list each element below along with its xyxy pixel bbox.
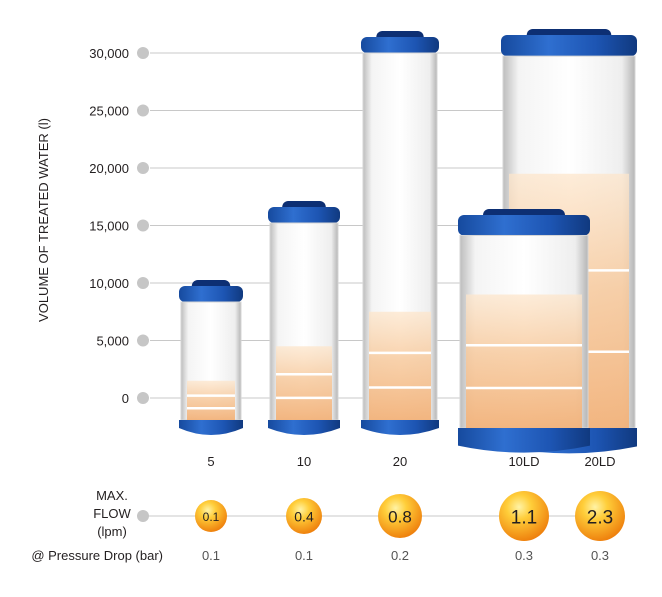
- cartridge-20: [361, 31, 439, 435]
- cartridge-bottom-cap: [458, 428, 590, 453]
- y-tick-label: 5,000: [96, 334, 129, 349]
- cartridge-5: [179, 280, 243, 435]
- max-flow-bubble: [499, 491, 549, 541]
- max-flow-bubble: [195, 500, 227, 532]
- max-flow-value: 0.8: [388, 508, 412, 527]
- category-label: 20: [393, 454, 407, 469]
- pressure-drop-value: 0.1: [202, 548, 220, 563]
- max-flow-value: 1.1: [511, 508, 537, 529]
- y-tick-dot: [137, 47, 149, 59]
- y-tick-label: 0: [122, 391, 129, 406]
- pressure-drop-values: 0.1 0.1 0.2 0.3 0.3: [202, 548, 609, 563]
- max-flow-bubble: [575, 491, 625, 541]
- max-flow-dot: [137, 510, 149, 522]
- cartridge-bottom-cap: [361, 420, 439, 435]
- y-tick-label: 25,000: [89, 104, 129, 119]
- max-flow-label-line1: MAX.: [96, 488, 128, 503]
- bar-fill-20: [369, 311, 431, 420]
- max-flow-value: 0.1: [203, 510, 220, 524]
- y-tick-label: 30,000: [89, 46, 129, 61]
- cartridge-bottom-cap: [179, 420, 243, 435]
- cartridge-top-cap: [501, 35, 637, 57]
- x-axis-categories: 5 10 20 10LD 20LD: [207, 454, 615, 469]
- cartridge-bottom-cap: [268, 420, 340, 435]
- y-tick-dot: [137, 277, 149, 289]
- max-flow-value: 0.4: [294, 508, 314, 524]
- cartridge-top-cap: [179, 286, 243, 302]
- pressure-drop-value: 0.3: [515, 548, 533, 563]
- category-label: 20LD: [584, 454, 615, 469]
- y-axis-title: VOLUME OF TREATED WATER (l): [36, 118, 51, 322]
- pressure-drop-label: @ Pressure Drop (bar): [31, 548, 163, 563]
- max-flow-value: 2.3: [587, 508, 613, 529]
- max-flow-label-line3: (lpm): [97, 524, 127, 539]
- cartridges: [179, 29, 637, 454]
- pressure-drop-value: 0.2: [391, 548, 409, 563]
- y-tick-dot: [137, 392, 149, 404]
- category-label: 10: [297, 454, 311, 469]
- cartridge-top-cap: [268, 207, 340, 223]
- cartridge-top-cap: [458, 215, 590, 236]
- max-flow-bubbles: 0.1 0.4 0.8 1.1 2.3: [195, 491, 625, 541]
- bar-fill-10LD: [466, 294, 582, 428]
- y-tick-dot: [137, 104, 149, 117]
- category-label: 5: [207, 454, 214, 469]
- y-tick-label: 20,000: [89, 161, 129, 176]
- y-axis-ticks: 0 5,000 10,000 15,000 20,000 25,000 30,000: [89, 46, 149, 406]
- max-flow-bubble: [286, 498, 322, 534]
- y-tick-dot: [137, 334, 149, 347]
- category-label: 10LD: [508, 454, 539, 469]
- max-flow-label: MAX. FLOW (lpm): [93, 488, 131, 539]
- pressure-drop-value: 0.3: [591, 548, 609, 563]
- pressure-drop-value: 0.1: [295, 548, 313, 563]
- bar-fill-5: [187, 380, 235, 420]
- y-tick-label: 15,000: [89, 219, 129, 234]
- cartridge-10LD: [458, 209, 590, 453]
- cartridge-top-cap: [361, 37, 439, 53]
- y-tick-dot: [137, 219, 149, 232]
- max-flow-bubble: [378, 494, 422, 538]
- bar-fill-10: [276, 346, 332, 420]
- max-flow-label-line2: FLOW: [93, 506, 131, 521]
- y-tick-dot: [137, 162, 149, 174]
- cartridge-10: [268, 201, 340, 435]
- y-tick-label: 10,000: [89, 276, 129, 291]
